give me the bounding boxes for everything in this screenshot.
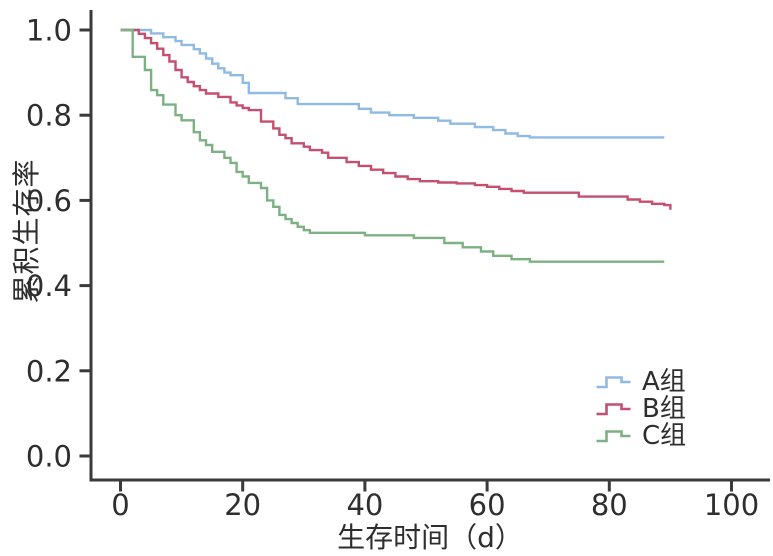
legend-step-marker-group-b-icon: [596, 402, 631, 415]
survival-curve-2: [120, 28, 665, 263]
legend-item-group-b: B组: [594, 395, 686, 422]
legend-item-group-a: A组: [594, 368, 686, 395]
legend: A组 B组 C组: [594, 368, 686, 449]
x-axis-title: 生存时间（d）: [337, 521, 523, 554]
legend-label-group-a: A组: [642, 366, 686, 397]
y-tick-label: 0.2: [26, 354, 72, 388]
x-tick-label: 100: [704, 488, 759, 522]
legend-label-group-c: C组: [642, 420, 687, 451]
legend-item-group-c: C组: [594, 422, 686, 449]
x-tick-label: 0: [111, 488, 129, 522]
survival-curve-1: [120, 28, 672, 210]
y-tick-label: 0.6: [26, 184, 72, 218]
legend-step-marker-group-c-icon: [596, 429, 631, 442]
legend-label-group-b: B组: [642, 393, 686, 424]
x-tick-label: 60: [469, 488, 506, 522]
legend-step-marker-group-a-icon: [596, 375, 631, 388]
survival-curve-0: [120, 28, 665, 139]
y-tick-label: 0.8: [26, 99, 72, 133]
y-tick-label: 1.0: [26, 14, 72, 48]
x-tick-label: 20: [224, 488, 261, 522]
y-axis-title: 累积生存率: [10, 158, 43, 304]
y-tick-label: 0.0: [26, 440, 72, 474]
x-tick-label: 80: [591, 488, 628, 522]
y-tick-label: 0.4: [26, 269, 72, 303]
x-tick-label: 40: [346, 488, 383, 522]
